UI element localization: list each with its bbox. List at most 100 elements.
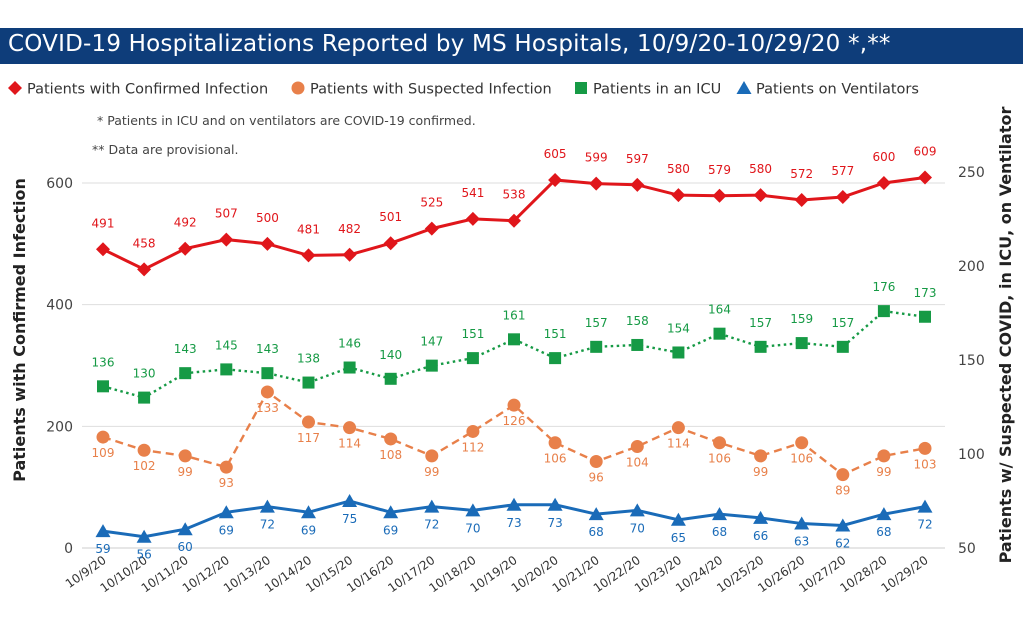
data-label: 157	[585, 316, 608, 330]
data-label: 159	[790, 312, 813, 326]
data-label: 481	[297, 222, 320, 236]
data-point-circle	[384, 432, 398, 446]
data-label: 492	[174, 216, 197, 230]
data-label: 138	[297, 352, 320, 366]
data-point-diamond	[712, 188, 727, 203]
data-label: 99	[178, 465, 193, 479]
data-label: 70	[630, 521, 645, 535]
title-bar: COVID-19 Hospitalizations Reported by MS…	[0, 28, 1023, 64]
data-point-square	[425, 359, 438, 372]
data-point-circle	[877, 449, 891, 463]
data-label: 69	[383, 523, 398, 537]
data-point-square	[97, 380, 109, 393]
data-point-triangle	[629, 503, 645, 517]
data-point-circle	[96, 430, 110, 444]
data-label: 609	[914, 145, 937, 159]
data-label: 72	[260, 518, 275, 532]
data-point-square	[919, 310, 931, 323]
data-label: 157	[831, 316, 854, 330]
data-point-diamond	[671, 188, 686, 203]
data-point-diamond	[465, 211, 480, 226]
data-point-diamond	[794, 193, 809, 208]
data-point-diamond	[548, 172, 563, 187]
note-provisional: ** Data are provisional.	[92, 142, 238, 157]
data-point-diamond	[876, 176, 891, 190]
right-tick-label: 150	[958, 353, 985, 369]
data-label: 99	[876, 465, 891, 479]
data-label: 109	[92, 446, 115, 460]
series-2: 136 130 143 145 143 138 146 140 147 151 161 151 157 1…	[92, 280, 936, 404]
data-point-triangle	[424, 499, 440, 513]
data-label: 73	[506, 516, 521, 530]
data-label: 580	[667, 162, 690, 176]
left-tick-label: 600	[46, 176, 73, 192]
right-tick-label: 50	[958, 541, 976, 557]
data-point-square	[631, 338, 644, 351]
data-point-square	[343, 361, 356, 374]
data-point-diamond	[260, 236, 275, 251]
data-label: 597	[626, 152, 649, 166]
data-label: 145	[215, 338, 238, 352]
data-point-diamond	[178, 241, 193, 256]
data-label: 56	[136, 548, 151, 562]
data-point-circle	[548, 436, 562, 450]
data-label: 600	[872, 150, 895, 164]
data-label: 136	[92, 355, 115, 369]
data-point-square	[549, 352, 562, 365]
data-point-square	[384, 372, 397, 385]
data-label: 112	[461, 440, 484, 454]
data-label: 59	[95, 542, 110, 556]
data-label: 66	[753, 529, 768, 543]
data-point-triangle	[753, 510, 769, 524]
data-label: 158	[626, 314, 649, 328]
data-label: 72	[424, 518, 439, 532]
right-tick-label: 250	[958, 165, 985, 181]
data-point-square	[261, 367, 274, 380]
data-label: 143	[174, 342, 197, 356]
data-label: 599	[585, 151, 608, 165]
data-point-triangle	[588, 507, 604, 521]
series-3: 59 56 60 69 72 69 75 69 72 70 73 73 68 70 65 68 66 63 62 68…	[95, 494, 933, 562]
data-point-diamond	[424, 221, 439, 236]
data-point-circle	[918, 441, 932, 455]
data-label: 146	[338, 337, 361, 351]
data-label: 60	[178, 540, 193, 554]
data-point-square	[575, 82, 587, 94]
data-label: 114	[667, 437, 690, 451]
data-point-square	[877, 305, 890, 318]
data-point-circle	[343, 421, 357, 435]
data-point-triangle	[95, 524, 111, 538]
left-tick-label: 200	[46, 419, 73, 435]
data-point-circle	[425, 449, 439, 463]
data-label: 458	[133, 236, 156, 250]
data-label: 126	[503, 414, 526, 428]
data-point-circle	[754, 449, 768, 463]
data-point-diamond	[342, 247, 357, 262]
data-point-triangle	[218, 505, 234, 519]
data-label: 143	[256, 342, 279, 356]
data-point-diamond	[835, 189, 850, 204]
data-point-triangle	[712, 507, 727, 521]
data-label: 73	[547, 516, 562, 530]
data-label: 104	[626, 455, 649, 469]
data-label: 89	[835, 484, 850, 498]
data-point-circle	[291, 81, 305, 95]
data-point-square	[179, 367, 192, 380]
data-label: 106	[708, 452, 731, 466]
left-axis: 0 200 400 600	[46, 176, 73, 557]
data-label: 140	[379, 348, 402, 362]
data-label: 580	[749, 162, 772, 176]
data-label: 117	[297, 431, 320, 445]
data-label: 108	[379, 448, 402, 462]
data-point-square	[836, 340, 849, 353]
data-point-circle	[713, 436, 726, 450]
series-layer: 491 458 492 507 500 481 482 501 525 541 538 605 599 5…	[92, 145, 937, 562]
data-label: 102	[133, 459, 156, 473]
data-point-circle	[671, 421, 685, 435]
data-point-triangle	[547, 497, 563, 511]
data-point-triangle	[259, 499, 275, 513]
data-label: 130	[133, 367, 156, 381]
data-point-square	[590, 340, 603, 353]
data-label: 151	[461, 327, 484, 341]
